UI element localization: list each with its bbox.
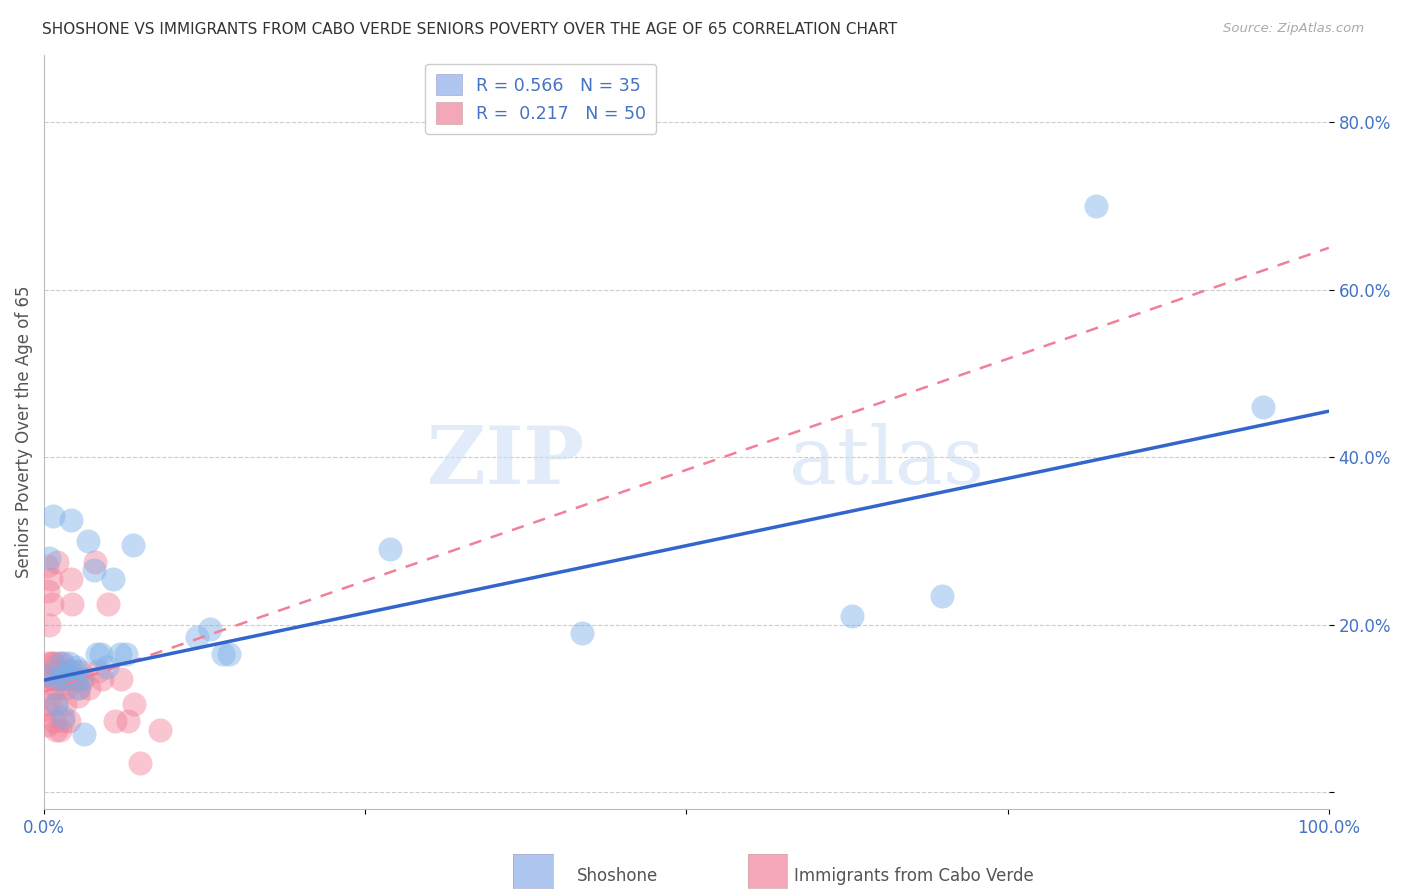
- Point: [108, 647, 131, 661]
- Point: [46, 656, 69, 670]
- Point: [38, 698, 60, 712]
- Point: [35, 559, 58, 574]
- Point: [218, 647, 240, 661]
- Point: [70, 673, 93, 687]
- Point: [841, 609, 863, 624]
- Point: [63, 664, 86, 678]
- Point: [59, 664, 82, 678]
- Point: [60, 513, 83, 527]
- Point: [42, 681, 65, 695]
- Point: [117, 714, 139, 728]
- Text: Source: ZipAtlas.com: Source: ZipAtlas.com: [1223, 22, 1364, 36]
- Point: [46, 555, 69, 569]
- Point: [39, 673, 62, 687]
- Point: [931, 589, 953, 603]
- Point: [38, 550, 60, 565]
- Point: [1085, 199, 1108, 213]
- Point: [186, 631, 208, 645]
- Text: SHOSHONE VS IMMIGRANTS FROM CABO VERDE SENIORS POVERTY OVER THE AGE OF 65 CORREL: SHOSHONE VS IMMIGRANTS FROM CABO VERDE S…: [42, 22, 897, 37]
- Text: ZIP: ZIP: [426, 424, 583, 501]
- Point: [45, 698, 67, 712]
- Text: Immigrants from Cabo Verde: Immigrants from Cabo Verde: [794, 867, 1035, 885]
- Point: [35, 718, 58, 732]
- Point: [1251, 400, 1274, 414]
- Point: [60, 597, 83, 611]
- Point: [378, 542, 401, 557]
- Point: [49, 656, 72, 670]
- Point: [58, 714, 80, 728]
- Point: [48, 664, 70, 678]
- Point: [34, 701, 56, 715]
- Point: [45, 698, 67, 712]
- Legend: R = 0.566   N = 35, R =  0.217   N = 50: R = 0.566 N = 35, R = 0.217 N = 50: [426, 64, 657, 134]
- Point: [90, 673, 112, 687]
- Point: [41, 597, 63, 611]
- Point: [46, 681, 69, 695]
- Point: [86, 647, 108, 661]
- Point: [65, 673, 87, 687]
- Text: atlas: atlas: [789, 424, 984, 501]
- Point: [198, 622, 221, 636]
- Point: [46, 673, 69, 687]
- Point: [67, 681, 90, 695]
- Point: [51, 673, 73, 687]
- Point: [60, 572, 83, 586]
- Point: [37, 656, 59, 670]
- Point: [104, 714, 127, 728]
- Point: [115, 647, 138, 661]
- Point: [69, 664, 91, 678]
- Point: [73, 727, 96, 741]
- Point: [211, 647, 233, 661]
- Point: [52, 710, 75, 724]
- Point: [52, 656, 75, 670]
- Point: [72, 673, 94, 687]
- Point: [83, 563, 105, 577]
- Point: [87, 664, 110, 678]
- Point: [56, 673, 79, 687]
- Point: [129, 756, 152, 770]
- Point: [103, 572, 125, 586]
- Point: [66, 689, 89, 703]
- Point: [44, 673, 66, 687]
- Point: [110, 673, 132, 687]
- Point: [90, 647, 112, 661]
- Y-axis label: Seniors Poverty Over the Age of 65: Seniors Poverty Over the Age of 65: [15, 286, 32, 578]
- Point: [49, 673, 72, 687]
- Point: [84, 555, 107, 569]
- Point: [571, 626, 593, 640]
- Point: [63, 673, 86, 687]
- Point: [65, 659, 87, 673]
- Point: [32, 668, 55, 682]
- Text: Shoshone: Shoshone: [576, 867, 658, 885]
- Point: [77, 681, 100, 695]
- Point: [76, 534, 98, 549]
- Point: [34, 668, 56, 682]
- Point: [42, 508, 65, 523]
- Point: [52, 714, 75, 728]
- Point: [66, 681, 89, 695]
- Point: [44, 714, 66, 728]
- Point: [55, 668, 77, 682]
- Point: [121, 538, 143, 552]
- Point: [39, 572, 62, 586]
- Point: [58, 656, 80, 670]
- Point: [42, 656, 65, 670]
- Point: [122, 698, 145, 712]
- Point: [38, 617, 60, 632]
- Point: [149, 723, 172, 737]
- Point: [96, 659, 118, 673]
- Point: [97, 597, 120, 611]
- Point: [37, 584, 59, 599]
- Point: [41, 656, 63, 670]
- Point: [45, 723, 67, 737]
- Point: [53, 698, 76, 712]
- Point: [55, 681, 77, 695]
- Point: [48, 723, 70, 737]
